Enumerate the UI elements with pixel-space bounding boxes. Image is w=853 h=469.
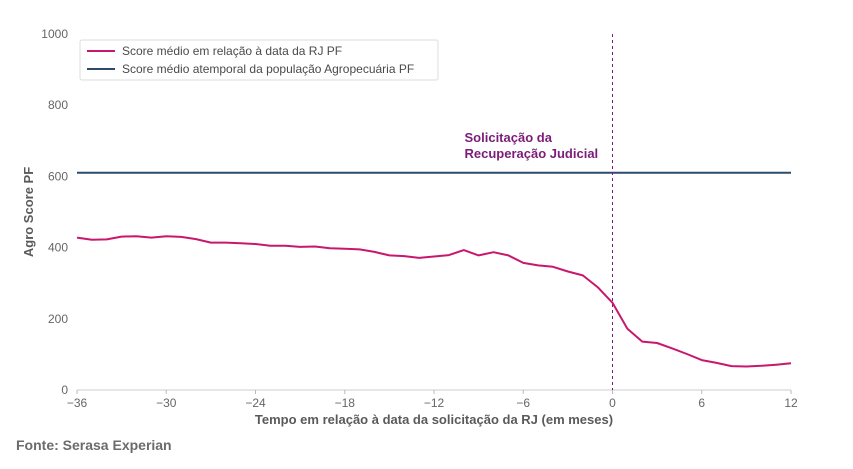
y-tick-label: 200: [48, 312, 68, 326]
y-tick-label: 1000: [41, 27, 68, 41]
y-axis-title: Agro Score PF: [21, 167, 36, 257]
score-rj-line: [76, 235, 792, 368]
y-tick-label: 800: [48, 98, 68, 112]
x-tick-label: −36: [67, 396, 88, 410]
y-tick-label: 400: [48, 241, 68, 255]
x-axis-title: Tempo em relação à data da solicitação d…: [255, 412, 613, 427]
legend-label-rj: Score médio em relação à data da RJ PF: [122, 44, 342, 58]
y-tick-label: 0: [61, 383, 68, 397]
annotation-label: Solicitação da: [465, 130, 553, 145]
x-tick-label: −30: [156, 396, 177, 410]
x-tick-labels: −36 −30 −24 −18 −12 −6 0 6 12: [67, 390, 798, 410]
source-caption: Fonte: Serasa Experian: [16, 437, 172, 453]
legend-box: [79, 39, 439, 81]
x-tick-label: 6: [698, 396, 705, 410]
series: [76, 171, 792, 368]
x-tick-label: −12: [424, 396, 445, 410]
y-tick-labels: 0 200 400 600 800 1000: [41, 27, 68, 397]
legend: Score médio em relação à data da RJ PF S…: [79, 39, 439, 81]
annotation-label: Recuperação Judicial: [465, 146, 599, 161]
legend-label-population: Score médio atemporal da população Agrop…: [122, 62, 414, 76]
x-tick-label: 0: [609, 396, 616, 410]
x-tick-label: −6: [516, 396, 530, 410]
x-tick-label: −24: [245, 396, 266, 410]
x-tick-label: 12: [784, 396, 798, 410]
x-tick-label: −18: [335, 396, 356, 410]
y-tick-label: 600: [48, 169, 68, 183]
